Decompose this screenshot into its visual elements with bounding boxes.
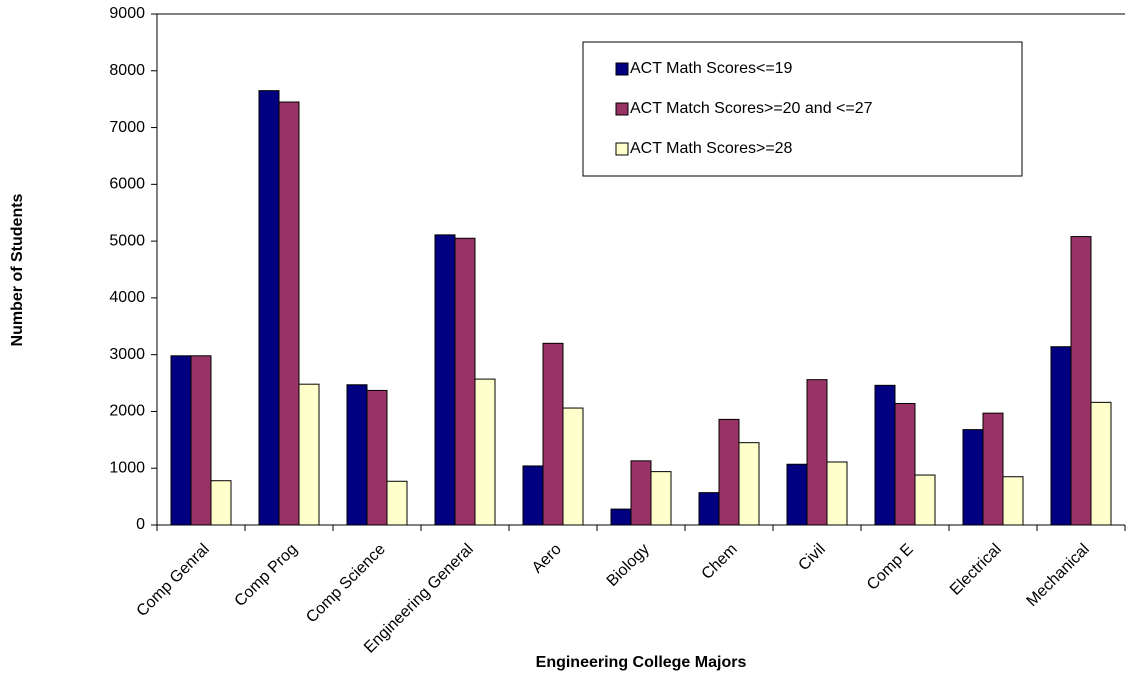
bar	[874, 384, 896, 526]
y-tick-label: 5000	[109, 232, 145, 249]
bar	[982, 412, 1004, 526]
x-tick-label: Mechanical	[1024, 541, 1093, 610]
y-tick-label: 0	[136, 516, 145, 533]
bar	[698, 492, 720, 526]
legend-box	[582, 41, 1023, 177]
bar	[190, 355, 212, 526]
bar	[386, 480, 408, 526]
legend-label: ACT Math Scores<=19	[630, 60, 793, 77]
bar	[962, 429, 984, 526]
bar	[210, 480, 232, 526]
legend-swatch	[615, 142, 629, 156]
legend-label: ACT Math Scores>=28	[630, 140, 793, 157]
bar	[366, 389, 388, 526]
x-tick-label: Comp Science	[303, 541, 389, 627]
y-tick-label: 1000	[109, 459, 145, 476]
bar	[630, 460, 652, 526]
bar	[914, 474, 936, 526]
x-tick-label: Comp E	[864, 541, 917, 594]
legend-swatch	[615, 62, 629, 76]
bar	[454, 237, 476, 526]
y-tick-label: 6000	[109, 176, 145, 193]
bar	[650, 471, 672, 526]
y-tick-label: 8000	[109, 62, 145, 79]
bar	[278, 101, 300, 526]
bar	[1070, 236, 1092, 526]
bar	[786, 463, 808, 526]
x-tick-label: Chem	[699, 541, 741, 583]
x-tick-label: Electrical	[947, 541, 1005, 599]
bar	[258, 90, 280, 526]
bar	[610, 508, 632, 526]
bar	[346, 384, 368, 526]
x-tick-label: Aero	[529, 541, 565, 577]
bar	[738, 442, 760, 526]
legend-swatch	[615, 102, 629, 116]
legend-label: ACT Match Scores>=20 and <=27	[630, 100, 873, 117]
bar	[434, 234, 456, 526]
y-tick-label: 9000	[109, 5, 145, 22]
bar	[826, 461, 848, 526]
x-axis-title: Engineering College Majors	[536, 654, 747, 671]
y-axis-title: Number of Students	[9, 193, 26, 346]
x-tick-label: Comp Prog	[232, 541, 301, 610]
x-tick-label: Comp Genral	[134, 541, 213, 620]
bar	[522, 465, 544, 526]
bar	[474, 378, 496, 526]
bar	[718, 418, 740, 526]
y-tick-label: 7000	[109, 119, 145, 136]
y-tick-label: 2000	[109, 403, 145, 420]
bar	[806, 379, 828, 526]
bar	[1090, 401, 1112, 526]
y-tick-label: 3000	[109, 346, 145, 363]
y-tick-label: 4000	[109, 289, 145, 306]
x-tick-label: Civil	[795, 541, 828, 574]
x-tick-label: Biology	[604, 541, 653, 590]
bar	[894, 402, 916, 526]
bar	[1050, 346, 1072, 526]
bar	[1002, 476, 1024, 526]
bar	[298, 383, 320, 526]
bar	[170, 355, 192, 526]
bar	[542, 342, 564, 526]
bar	[562, 407, 584, 526]
